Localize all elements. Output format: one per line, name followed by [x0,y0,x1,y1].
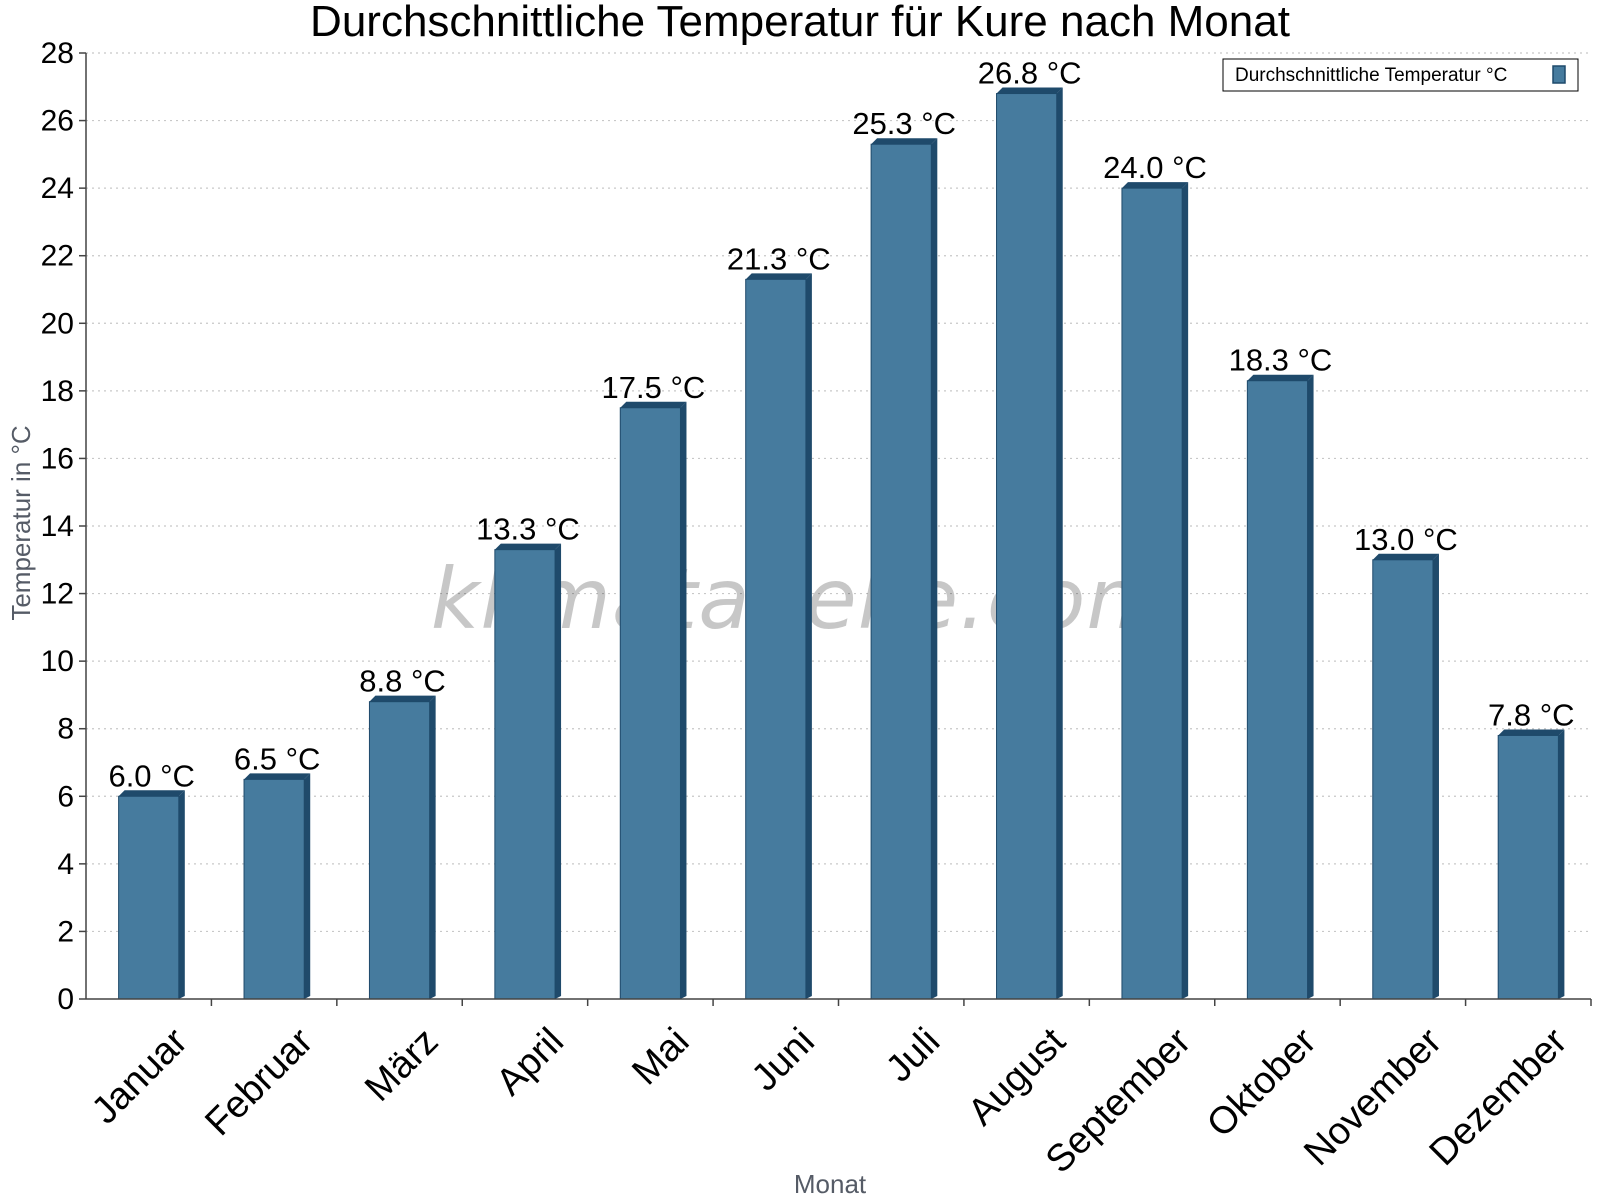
y-tick-label: 20 [41,307,74,340]
bar-top [620,401,687,408]
bar-front [243,778,305,1000]
legend-label: Durchschnittliche Temperatur °C [1235,65,1507,86]
bar-side [1056,87,1063,1000]
legend-box [1222,58,1579,92]
x-tick-label: Juli [878,1020,948,1090]
x-tick-label: August [960,1020,1074,1134]
bar-front [745,278,807,1000]
bar-5 [619,401,687,1000]
data-label: 21.3 °C [727,241,831,276]
data-label: 13.3 °C [476,512,580,547]
y-tick-label: 14 [41,510,74,543]
bar-top [118,790,185,797]
bar-top [871,138,938,145]
y-tick-label: 18 [41,375,74,408]
bar-top [369,695,436,702]
bar-front [1497,734,1559,1000]
bar-4 [494,543,562,1000]
bar-front [1372,559,1434,1000]
data-label: 24.0 °C [1103,150,1207,185]
x-tick-label: März [357,1020,446,1109]
bar-3 [368,695,436,1000]
legend: Durchschnittliche Temperatur °C [1222,58,1579,92]
bar-side [931,138,938,999]
bar-6 [745,273,812,1000]
bar-top [1498,729,1565,736]
y-tick-label: 6 [57,780,74,813]
bar-side [1558,729,1565,999]
bar-front [118,795,180,1000]
bar-top [996,87,1063,94]
data-label: 26.8 °C [978,56,1082,91]
y-tick-label: 4 [57,848,74,881]
y-tick-label: 8 [57,713,74,746]
y-tick-label: 12 [41,578,74,611]
data-label: 17.5 °C [602,370,706,405]
bar-top [745,273,812,280]
bar-side [1182,182,1189,1000]
bar-8 [996,87,1063,1000]
data-label: 6.5 °C [234,741,321,776]
axes [79,52,1592,1006]
data-label: 25.3 °C [852,106,956,141]
y-tick-label: 24 [41,172,74,205]
x-tick-label: Februar [197,1020,321,1144]
y-tick-label: 26 [41,105,74,138]
data-label: 6.0 °C [108,758,195,793]
y-tick-label: 2 [57,915,74,948]
bar-top [494,543,562,550]
bar-10 [1246,374,1314,1000]
y-tick-label: 28 [41,37,74,70]
bar-front [1121,187,1183,1000]
data-label: 18.3 °C [1229,343,1333,378]
x-tick-label: Januar [84,1020,196,1132]
bar-2 [243,773,311,1000]
bar-side [680,401,687,999]
x-tick-label: Dezember [1422,1020,1576,1174]
x-tick-label: April [489,1020,572,1103]
y-tick-label: 0 [57,983,74,1016]
bars [118,87,1565,1000]
bar-side [429,695,436,999]
y-axis-title: Temperatur in °C [6,425,36,620]
data-label: 13.0 °C [1354,522,1458,557]
data-label: 7.8 °C [1488,697,1575,732]
y-tick-label: 10 [41,645,74,678]
bar-front [870,143,932,1000]
bar-7 [870,138,938,1000]
bar-12 [1497,729,1565,1000]
bar-1 [118,790,185,1000]
bar-11 [1372,553,1439,1000]
legend-swatch [1552,65,1566,84]
grid-lines [86,52,1591,933]
bar-top [1372,553,1439,560]
bar-front [368,701,431,1000]
x-tick-label: Oktober [1199,1020,1325,1146]
bar-front [494,549,556,1000]
data-label: 8.8 °C [359,664,446,699]
x-tick-label: Juni [744,1020,823,1099]
bar-front [996,93,1058,1000]
bar-side [555,543,562,999]
bar-top [244,773,311,780]
bar-side [304,773,311,999]
y-tick-label: 22 [41,240,74,273]
bar-front [1246,380,1309,1000]
bar-side [178,790,185,999]
bar-front [619,407,681,1000]
bar-9 [1121,182,1189,1000]
bar-side [1432,553,1439,999]
chart-title: Durchschnittliche Temperatur für Kure na… [310,0,1290,46]
bar-side [805,273,812,1000]
bar-top [1247,374,1314,381]
x-axis-title: Monat [794,1169,867,1199]
y-tick-label: 16 [41,442,74,475]
x-tick-label: Mai [624,1020,697,1093]
bar-top [1121,182,1189,189]
bar-side [1307,374,1314,999]
